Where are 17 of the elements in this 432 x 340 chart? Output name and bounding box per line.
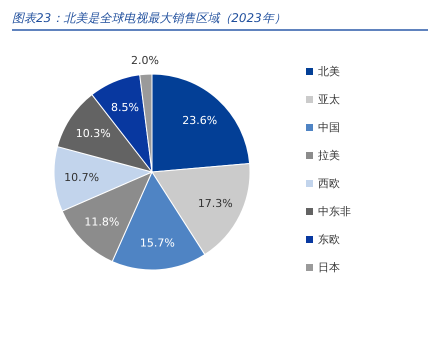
legend-label: 西欧: [318, 177, 340, 190]
data-label: 23.6%: [182, 114, 218, 127]
legend-label: 中东非: [318, 205, 351, 218]
legend-label: 东欧: [318, 233, 340, 246]
legend-label: 拉美: [318, 149, 340, 162]
data-label: 17.3%: [198, 197, 233, 210]
data-label: 11.8%: [84, 216, 120, 229]
data-label: 8.5%: [110, 100, 139, 114]
legend-label: 亚太: [318, 93, 340, 106]
legend-label: 北美: [318, 65, 340, 78]
data-label: 10.3%: [76, 126, 111, 140]
data-label: 10.7%: [64, 171, 100, 184]
data-label: 2.0%: [130, 54, 159, 68]
legend-label: 中国: [318, 121, 340, 134]
data-label: 15.7%: [140, 236, 175, 250]
chart-title: 图表23：北美是全球电视最大销售区域（2023年）: [12, 11, 286, 25]
legend-label: 日本: [318, 261, 340, 274]
